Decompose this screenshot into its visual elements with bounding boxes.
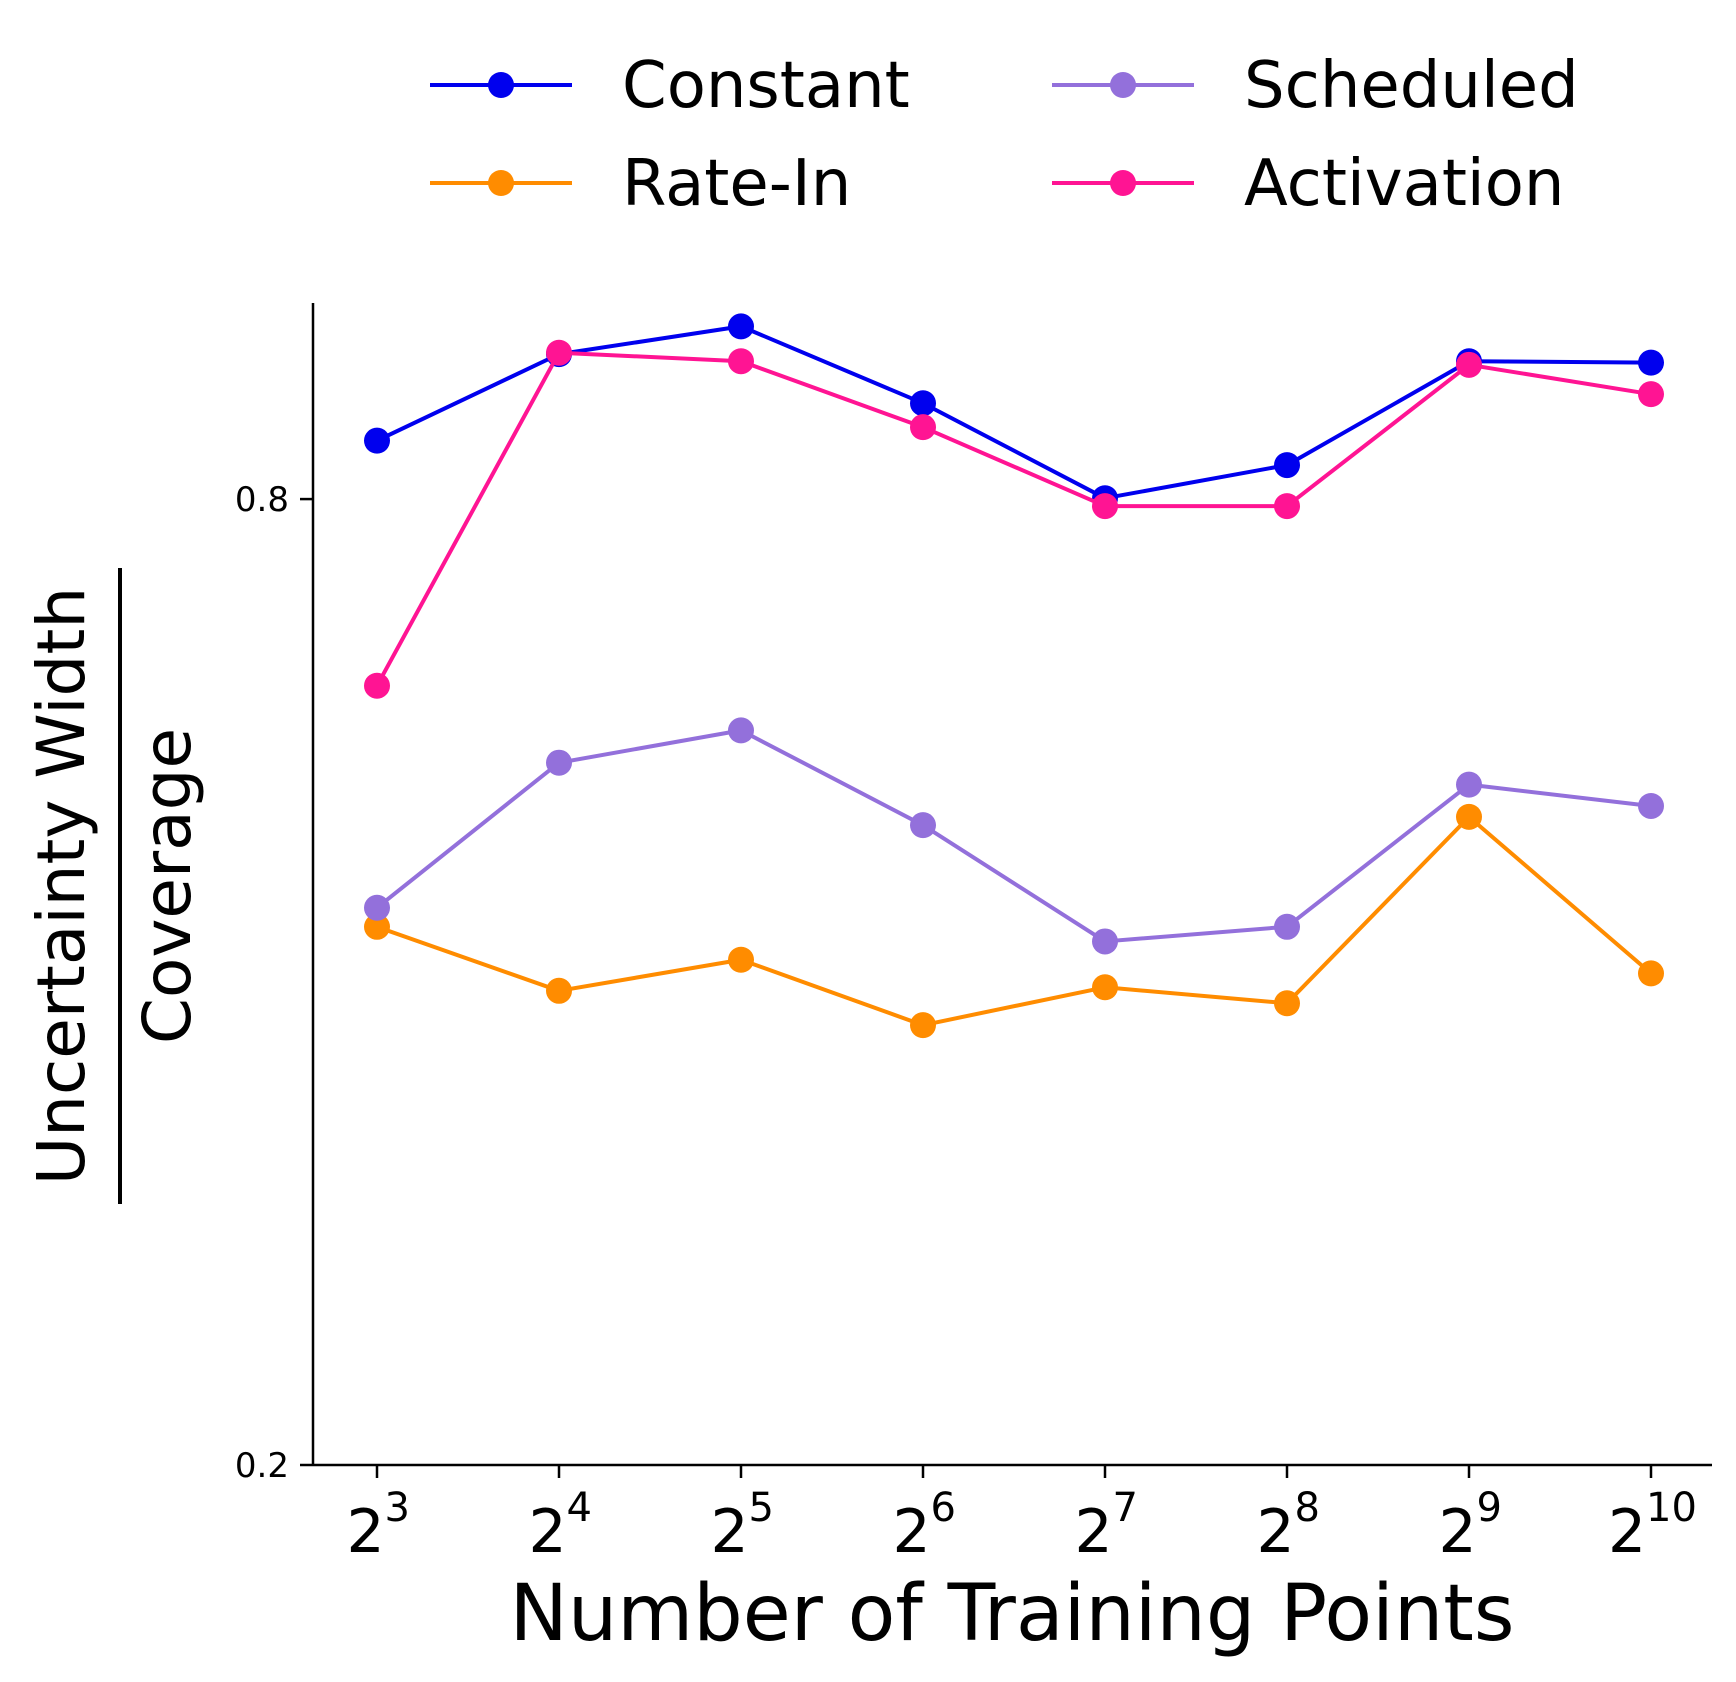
data-point <box>1092 928 1118 955</box>
data-point <box>1274 493 1300 520</box>
series-line <box>375 728 1652 944</box>
data-point <box>728 348 754 375</box>
y-axis-label: Uncertainty Width Coverage <box>23 568 206 1204</box>
x-tick-exponent: 10 <box>1646 1485 1697 1531</box>
data-point <box>1456 351 1482 378</box>
data-point <box>1638 381 1664 408</box>
legend-label: Activation <box>1244 147 1564 221</box>
x-tick-label: 2 <box>347 1497 385 1567</box>
data-point <box>728 946 754 973</box>
x-tick-label: 2 <box>1075 1497 1113 1567</box>
x-tick-label: 2 <box>711 1497 749 1567</box>
data-point <box>364 913 390 940</box>
legend-marker <box>488 72 514 98</box>
data-point <box>364 672 390 699</box>
legend-marker <box>1110 72 1136 98</box>
series-constant <box>364 313 1664 512</box>
x-tick-label: 2 <box>1439 1497 1477 1567</box>
data-point <box>1274 990 1300 1017</box>
series-line <box>376 814 1653 1028</box>
legend-label: Constant <box>622 49 910 123</box>
data-point <box>1638 960 1664 987</box>
legend-item-constant: Constant <box>430 49 910 123</box>
legend: Constant Rate-In Scheduled Activation <box>430 49 1579 221</box>
legend-label: Rate-In <box>622 147 851 221</box>
data-point <box>1092 974 1118 1001</box>
x-tick-exponent: 5 <box>749 1485 774 1531</box>
data-point <box>728 717 754 744</box>
legend-item-activation: Activation <box>1052 147 1564 221</box>
y-axis-label-denominator: Coverage <box>129 728 206 1044</box>
data-point <box>728 313 754 340</box>
data-point <box>1274 452 1300 479</box>
x-tick-label: 2 <box>1257 1497 1295 1567</box>
series-rate-in <box>364 803 1664 1039</box>
legend-item-scheduled: Scheduled <box>1052 49 1579 123</box>
legend-marker <box>488 170 514 196</box>
y-tick-label: 0.8 <box>235 480 289 520</box>
data-point <box>1456 803 1482 830</box>
data-point <box>364 894 390 921</box>
axis-labels: Number of Training Points Uncertainty Wid… <box>23 568 1514 1659</box>
data-point <box>1274 913 1300 940</box>
data-point <box>546 977 572 1004</box>
data-point <box>546 339 572 366</box>
data-point <box>546 749 572 776</box>
x-axis-label: Number of Training Points <box>510 1569 1515 1659</box>
legend-label: Scheduled <box>1244 49 1579 123</box>
x-tick-exponent: 7 <box>1113 1485 1138 1531</box>
data-point <box>910 390 936 417</box>
data-point <box>364 427 390 454</box>
axes: 0.20.82 3 2 4 2 5 2 6 2 7 2 8 2 9 2 10 <box>235 303 1712 1567</box>
series-line <box>375 350 1652 687</box>
data-point <box>910 812 936 839</box>
series-scheduled <box>364 717 1664 955</box>
series-line <box>376 324 1652 501</box>
series-layer <box>364 313 1664 1039</box>
data-point <box>1638 792 1664 819</box>
data-point <box>910 414 936 441</box>
x-tick-exponent: 4 <box>567 1485 592 1531</box>
y-axis-label-numerator: Uncertainty Width <box>23 587 100 1185</box>
legend-marker <box>1110 170 1136 196</box>
x-tick-label: 2 <box>893 1497 931 1567</box>
data-point <box>1456 771 1482 798</box>
data-point <box>1638 349 1664 376</box>
x-tick-exponent: 9 <box>1477 1485 1502 1531</box>
series-activation <box>364 339 1664 699</box>
x-tick-exponent: 8 <box>1295 1485 1320 1531</box>
data-point <box>1092 493 1118 520</box>
x-tick-label: 2 <box>1608 1497 1646 1567</box>
legend-item-rate-in: Rate-In <box>430 147 851 221</box>
x-tick-exponent: 6 <box>931 1485 956 1531</box>
x-tick-exponent: 3 <box>385 1485 410 1531</box>
y-tick-label: 0.2 <box>235 1446 289 1486</box>
data-point <box>910 1012 936 1039</box>
x-tick-label: 2 <box>529 1497 567 1567</box>
